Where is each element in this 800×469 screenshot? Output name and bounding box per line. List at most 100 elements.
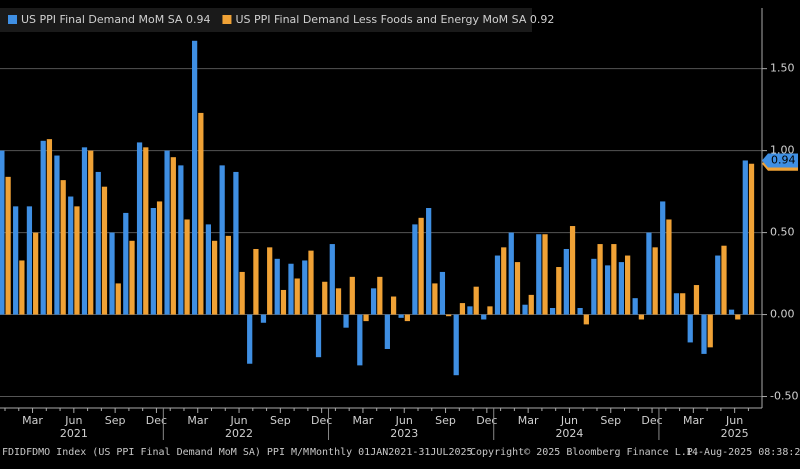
bar (164, 150, 170, 315)
x-tick-label: Sep (600, 414, 621, 427)
bar (528, 294, 534, 315)
bar (453, 314, 459, 376)
bar (577, 308, 583, 315)
bar (473, 286, 479, 315)
bar (46, 139, 53, 315)
bar (398, 314, 404, 318)
bar (605, 265, 611, 315)
bar (735, 314, 741, 320)
bar (115, 283, 121, 315)
bar (363, 314, 369, 322)
x-tick-label: Mar (683, 414, 704, 427)
bar (646, 232, 652, 315)
bar (294, 278, 300, 315)
bar (439, 271, 446, 315)
x-tick-label: Dec (476, 414, 497, 427)
bar (563, 248, 569, 315)
bar (542, 234, 548, 315)
bar (322, 281, 328, 315)
bar (335, 288, 342, 315)
bar (288, 263, 294, 315)
bar (5, 176, 11, 315)
bar (418, 217, 424, 315)
bar (384, 314, 390, 349)
bar (569, 226, 576, 315)
bar (514, 262, 521, 315)
bar (156, 201, 163, 315)
bar (390, 296, 397, 315)
bar (74, 206, 80, 315)
y-tick-label: 1.50 (770, 62, 795, 75)
bar (481, 314, 487, 320)
bar (715, 255, 721, 315)
bar (247, 314, 253, 364)
last-value-tag: 0.94 (762, 153, 798, 168)
year-label: 2022 (225, 427, 253, 440)
tag-shape (762, 153, 798, 168)
bar (315, 314, 322, 358)
year-label: 2025 (721, 427, 749, 440)
y-tick-label: 0.00 (770, 308, 795, 321)
legend-label: US PPI Final Demand Less Foods and Energ… (235, 13, 554, 26)
x-tick-label: Sep (435, 414, 456, 427)
x-tick-label: Dec (641, 414, 662, 427)
bar (253, 248, 259, 315)
bar (673, 293, 680, 315)
bar (742, 160, 748, 315)
bar (467, 306, 473, 315)
bar (508, 232, 514, 315)
bar (487, 306, 493, 315)
bar (701, 314, 707, 354)
bar (302, 260, 308, 315)
legend-background (0, 8, 532, 32)
bar (536, 234, 542, 315)
bar (687, 314, 693, 343)
bar (212, 240, 218, 315)
bar (150, 208, 156, 315)
x-tick-label: Jun (725, 414, 743, 427)
x-tick-label: Dec (311, 414, 332, 427)
footer-text: FDIDFDMO Index (US PPI Final Demand MoM … (2, 447, 309, 458)
bar (19, 260, 25, 315)
x-tick-label: Jun (395, 414, 413, 427)
bar (666, 219, 672, 315)
bar (192, 40, 198, 315)
bar (13, 206, 19, 315)
x-tick-label: Mar (353, 414, 374, 427)
legend-label: US PPI Final Demand MoM SA 0.94 (21, 13, 210, 26)
y-tick-label: -0.50 (770, 390, 798, 403)
bar (412, 224, 418, 315)
bar (40, 140, 46, 315)
bar (377, 276, 383, 315)
bar (459, 303, 466, 315)
bar (267, 247, 273, 315)
bar (357, 314, 363, 366)
bar (54, 155, 60, 315)
y-tick-label: 1.00 (770, 144, 795, 157)
bar (549, 308, 556, 315)
bar (123, 212, 129, 315)
bar (308, 250, 314, 315)
year-label: 2023 (390, 427, 418, 440)
bar (101, 186, 108, 315)
bar (446, 314, 452, 317)
bar (501, 247, 507, 315)
bar (95, 171, 101, 315)
bar (597, 244, 603, 315)
x-tick-label: Mar (518, 414, 539, 427)
bar (280, 289, 287, 315)
bar (625, 255, 631, 315)
bar (233, 171, 239, 315)
bar (274, 258, 280, 315)
legend-swatch (222, 15, 232, 24)
bar (583, 314, 589, 325)
tag-label: 0.94 (771, 153, 796, 166)
bar (748, 163, 755, 315)
bar (178, 165, 184, 315)
bar (225, 235, 232, 315)
bar (638, 314, 645, 320)
bar (170, 157, 176, 315)
x-tick-label: Dec (146, 414, 167, 427)
bar (404, 314, 410, 322)
